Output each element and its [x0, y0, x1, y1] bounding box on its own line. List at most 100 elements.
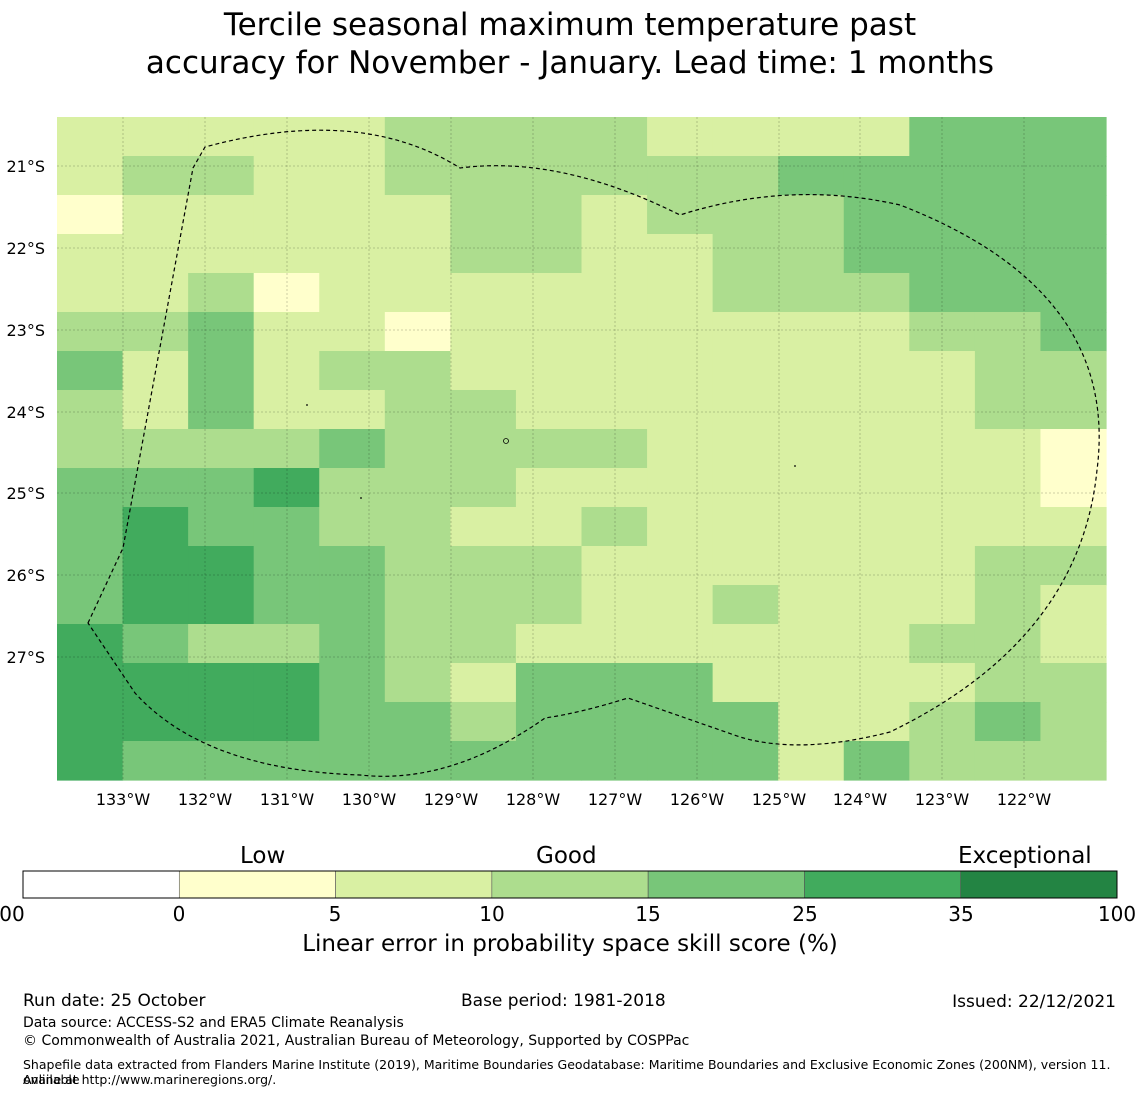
grid-cell	[581, 390, 648, 430]
grid-cell	[515, 702, 583, 742]
grid-cell	[647, 663, 714, 703]
grid-cell	[319, 273, 386, 313]
colorbar-tick: 10	[479, 902, 505, 926]
grid-cell	[253, 546, 320, 586]
grid-cell	[122, 546, 189, 586]
longitude-label: 122°W	[997, 790, 1052, 809]
grid-cell	[778, 117, 845, 157]
grid-cell	[974, 234, 1042, 274]
longitude-label: 124°W	[833, 790, 888, 809]
grid-cell	[1040, 312, 1107, 352]
grid-cell	[974, 702, 1042, 742]
grid-cell	[319, 585, 386, 625]
grid-cell	[319, 546, 386, 586]
grid-cell	[450, 390, 517, 430]
grid-cell	[647, 156, 714, 196]
grid-cell	[581, 702, 648, 742]
grid-cell	[384, 117, 451, 157]
grid-cell	[253, 117, 320, 157]
grid-cell	[57, 273, 124, 313]
grid-cell	[1040, 585, 1107, 625]
grid-cell	[843, 195, 910, 235]
grid-cell	[253, 585, 320, 625]
longitude-label: 129°W	[424, 790, 479, 809]
colorbar-label-exceptional: Exceptional	[958, 843, 1092, 869]
grid-cell	[974, 117, 1042, 157]
grid-cell	[778, 624, 845, 664]
grid-cell	[450, 624, 517, 664]
grid-cell	[384, 351, 451, 391]
grid-cell	[778, 429, 845, 469]
grid-cell	[843, 468, 910, 508]
grid-cell	[647, 351, 714, 391]
grid-cell	[909, 507, 976, 547]
grid-cell	[1040, 156, 1107, 196]
grid-cell	[188, 117, 255, 157]
grid-cell	[57, 195, 124, 235]
grid-cell	[1040, 507, 1107, 547]
grid-cell	[909, 741, 976, 781]
grid-cell	[647, 546, 714, 586]
grid-cell	[515, 117, 583, 157]
grid-cell	[319, 156, 386, 196]
grid-cell	[843, 312, 910, 352]
grid-cell	[319, 390, 386, 430]
grid-cell	[974, 468, 1042, 508]
grid-cell	[515, 546, 583, 586]
grid-cell	[188, 312, 255, 352]
longitude-label: 132°W	[178, 790, 233, 809]
grid-cell	[974, 546, 1042, 586]
grid-cell	[1040, 429, 1107, 469]
grid-cell	[384, 663, 451, 703]
grid-cell	[384, 585, 451, 625]
grid-cell	[450, 507, 517, 547]
colorbar-tick: -100	[0, 902, 25, 926]
grid-cell	[188, 702, 255, 742]
grid-cell	[712, 312, 779, 352]
grid-cell	[57, 663, 124, 703]
island-marker	[503, 438, 509, 444]
grid-cell	[581, 663, 648, 703]
grid-cell	[1040, 546, 1107, 586]
grid-cell	[384, 195, 451, 235]
grid-cell	[974, 312, 1042, 352]
grid-cell	[253, 507, 320, 547]
grid-cell	[122, 702, 189, 742]
grid-cell	[1040, 624, 1107, 664]
island-marker	[360, 497, 362, 499]
grid-cell	[581, 351, 648, 391]
grid-cell	[122, 390, 189, 430]
colorbar-swatch	[335, 870, 493, 899]
shapefile-credit-line-1: Shapefile data extracted from Flanders M…	[23, 1057, 1111, 1087]
grid-cell	[974, 156, 1042, 196]
grid-cell	[450, 312, 517, 352]
grid-cell	[843, 741, 910, 781]
grid-cell	[515, 468, 583, 508]
grid-cell	[647, 273, 714, 313]
grid-cell	[57, 546, 124, 586]
grid-cell	[122, 429, 189, 469]
grid-cell	[319, 312, 386, 352]
grid-cell	[515, 312, 583, 352]
grid-cell	[319, 117, 386, 157]
grid-cell	[581, 312, 648, 352]
grid-cell	[384, 468, 451, 508]
grid-cell	[122, 468, 189, 508]
grid-cell	[843, 585, 910, 625]
grid-cell	[188, 429, 255, 469]
colorbar-label-good: Good	[536, 843, 597, 869]
grid-cell	[57, 507, 124, 547]
grid-cell	[319, 195, 386, 235]
latitude-label: 21°S	[6, 157, 45, 176]
copyright: © Commonwealth of Australia 2021, Austra…	[23, 1033, 690, 1049]
grid-cell	[909, 156, 976, 196]
grid-cell	[843, 351, 910, 391]
grid-cell	[319, 234, 386, 274]
grid-cell	[188, 234, 255, 274]
grid-cell	[909, 312, 976, 352]
grid-cell	[253, 156, 320, 196]
longitude-label: 125°W	[752, 790, 807, 809]
longitude-label: 128°W	[506, 790, 561, 809]
grid-cell	[1040, 351, 1107, 391]
grid-cell	[843, 507, 910, 547]
